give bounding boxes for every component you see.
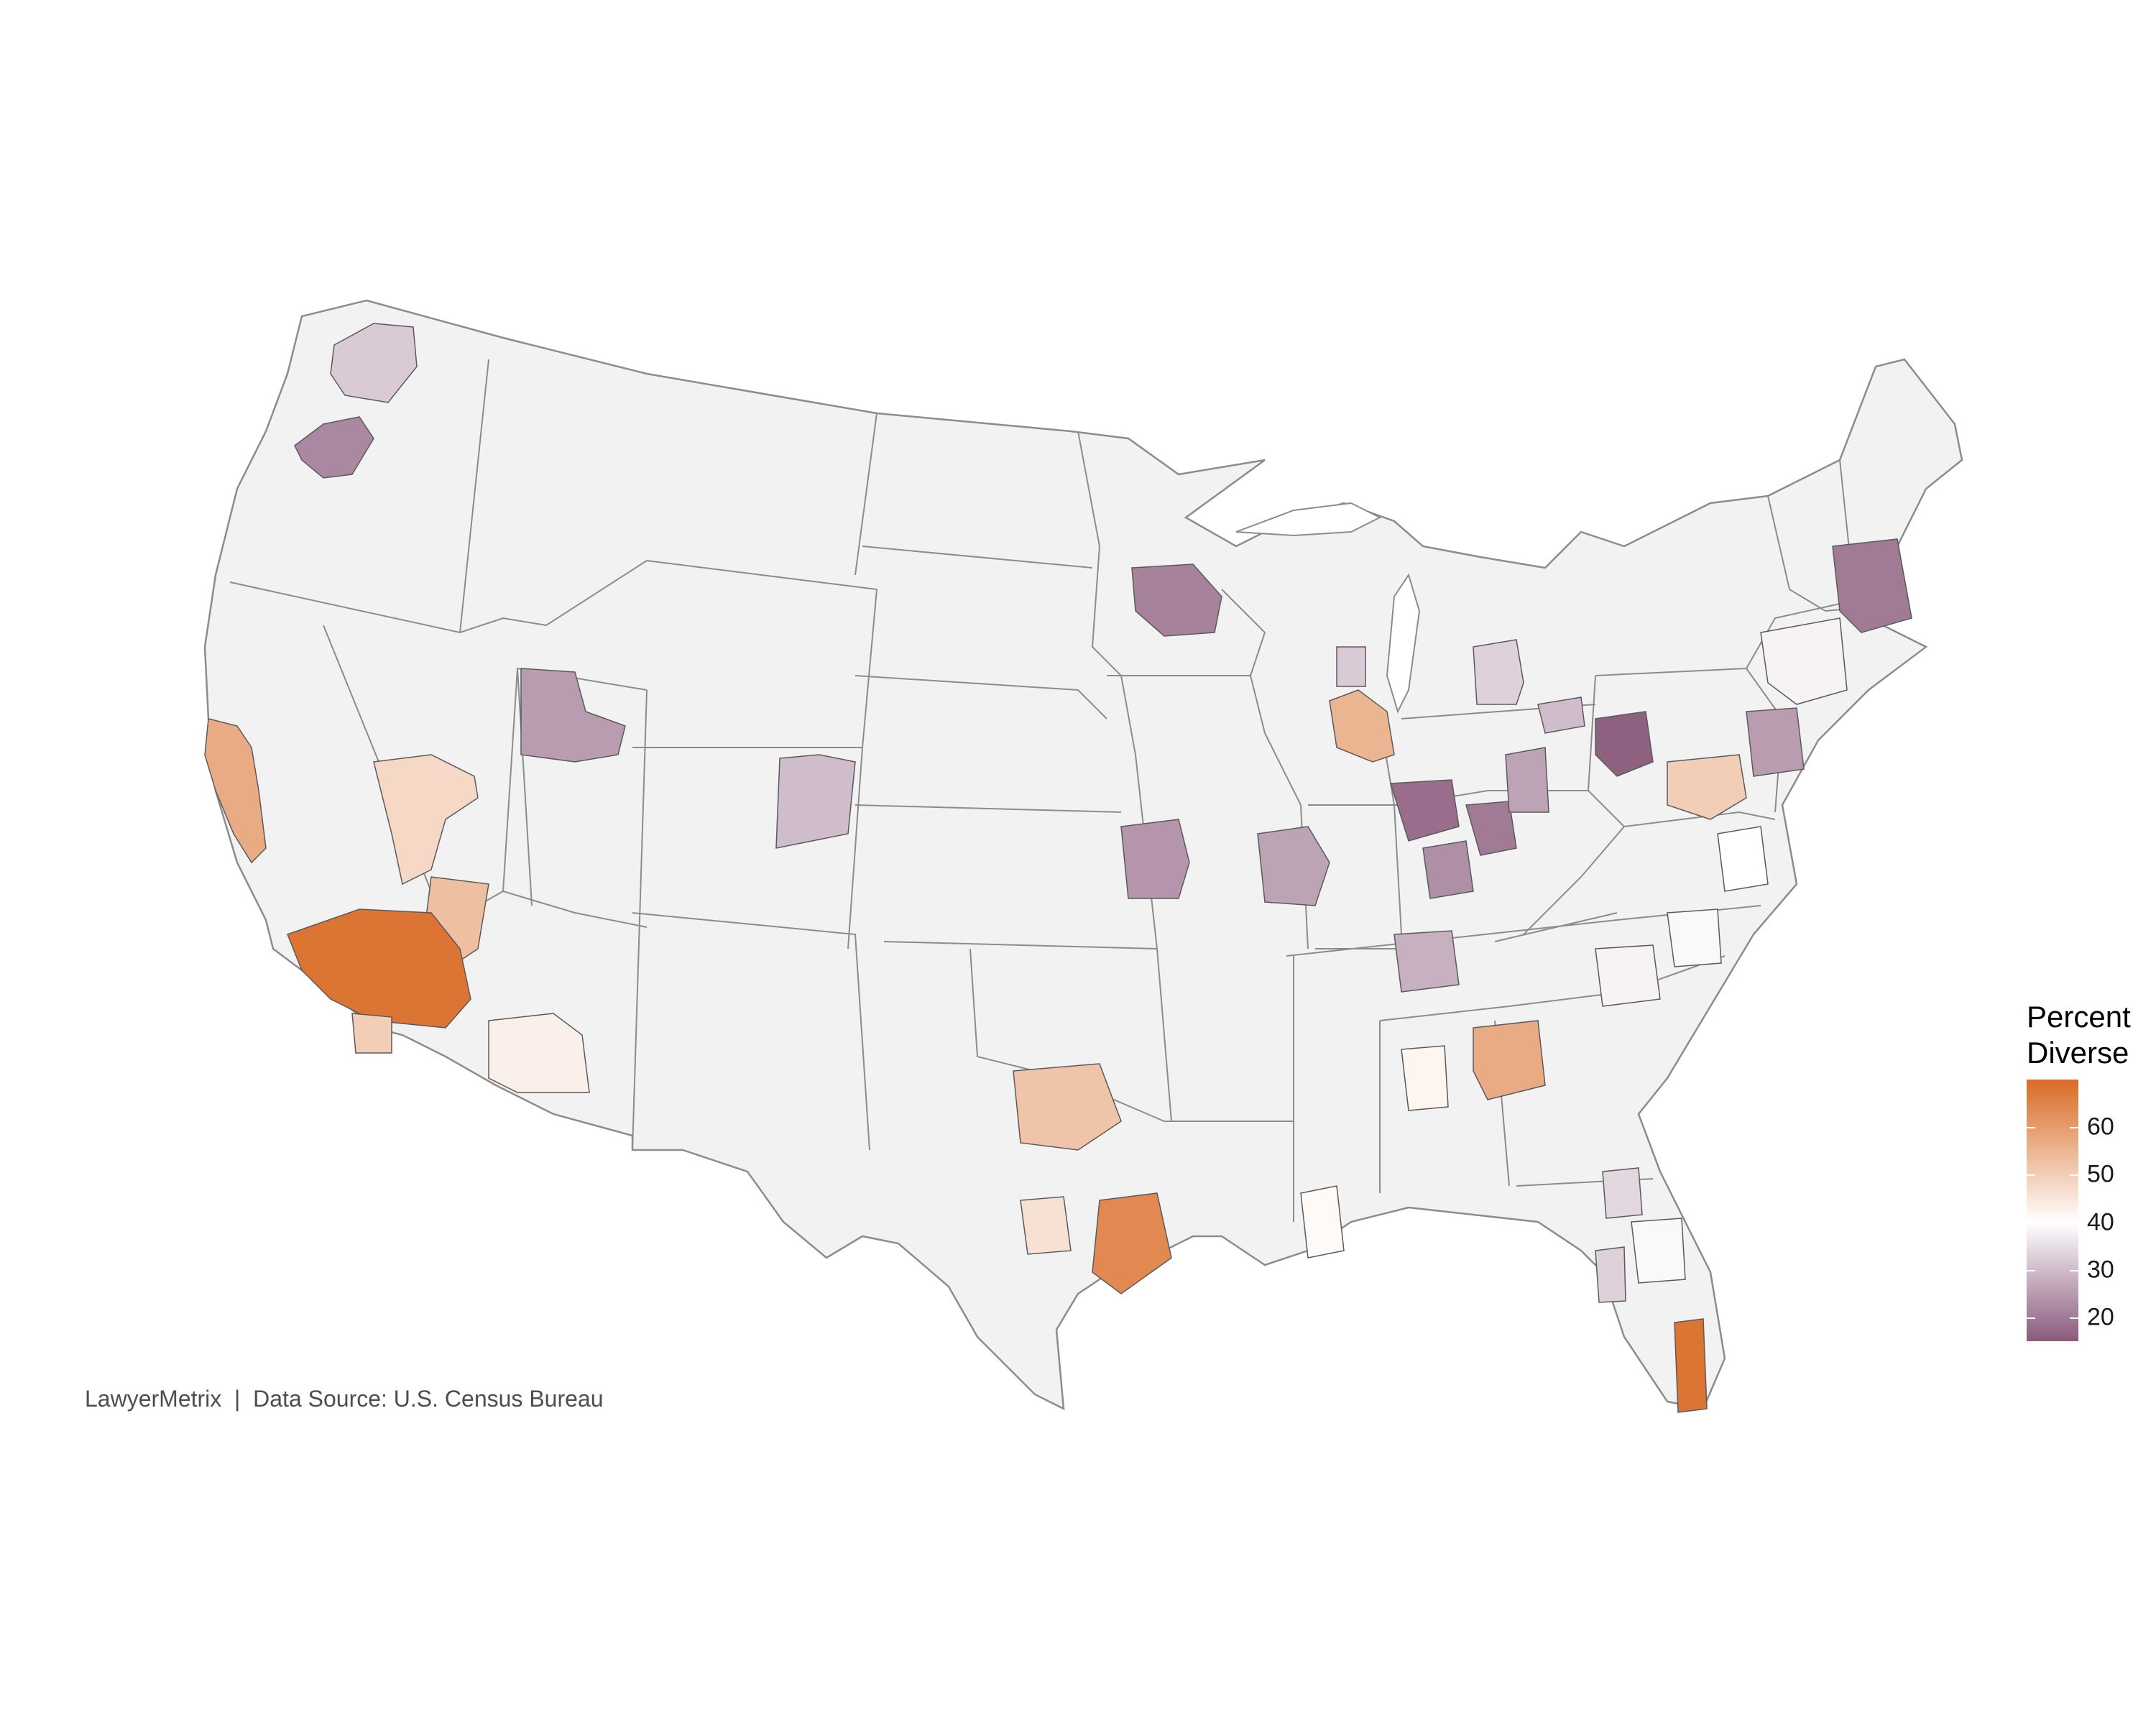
legend-tick-label: 50 [2087, 1160, 2114, 1188]
metro-region-denver [775, 754, 856, 849]
metro-region-miami [1674, 1318, 1708, 1413]
legend-tick-mark [2027, 1317, 2035, 1319]
metro-region-indianapolis [1389, 779, 1460, 842]
contiguous-us-outline [203, 299, 1963, 1411]
metro-region-chicago [1329, 689, 1395, 763]
metro-region-los-angeles [287, 908, 471, 1029]
legend-tick-mark [2070, 1269, 2078, 1271]
legend-title-line2: Diverse [2027, 1036, 2129, 1070]
metro-region-sacramento-reno-region [373, 754, 479, 886]
metro-region-detroit [1473, 639, 1524, 705]
metro-region-charlotte [1595, 944, 1661, 1007]
metro-region-nashville [1393, 930, 1460, 993]
metro-region-austin [1020, 1196, 1072, 1255]
metro-region-louisville [1422, 840, 1474, 899]
legend-tick-label: 60 [2087, 1113, 2114, 1141]
legend-tick-mark [2027, 1127, 2035, 1129]
land-layer [203, 299, 1963, 1411]
metro-region-phoenix [488, 1013, 590, 1093]
metro-regions [204, 323, 1912, 1413]
metro-region-new-orleans [1300, 1185, 1345, 1259]
metro-region-dallas [1013, 1063, 1122, 1151]
metro-region-boston [1832, 538, 1912, 633]
legend-tick-mark [2027, 1174, 2035, 1177]
metro-region-seattle [330, 323, 418, 403]
metro-region-birmingham [1401, 1045, 1449, 1111]
metro-region-cleveland [1537, 696, 1585, 734]
legend-tick-label: 40 [2087, 1208, 2114, 1236]
legend-tick-label: 30 [2087, 1256, 2114, 1284]
legend-tick-mark [2027, 1269, 2035, 1271]
metro-region-cincinnati [1465, 801, 1517, 856]
metro-region-houston [1092, 1192, 1172, 1294]
legend-title: Percent Diverse [2027, 999, 2149, 1071]
legend-tick-mark [2070, 1174, 2078, 1177]
metro-region-pittsburgh [1595, 711, 1654, 777]
legend-tick-mark [2027, 1222, 2035, 1224]
metro-region-orlando [1631, 1218, 1686, 1284]
metro-region-salt-lake-city [520, 668, 626, 763]
metro-region-jacksonville [1602, 1167, 1643, 1219]
legend-title-line1: Percent [2027, 1000, 2131, 1034]
legend-color-bar [2027, 1080, 2078, 1341]
legend: Percent Diverse 60 50 40 30 20 [2027, 999, 2149, 1341]
legend-tick-mark [2070, 1222, 2078, 1224]
legend-tick-label: 20 [2087, 1303, 2114, 1331]
metro-region-san-diego [351, 1013, 392, 1054]
metro-region-baltimore-washington [1667, 754, 1747, 820]
metro-region-richmond [1717, 826, 1769, 892]
great-lakes-michigan [1386, 573, 1421, 714]
metro-region-atlanta [1473, 1020, 1546, 1100]
metro-region-milwaukee [1336, 646, 1366, 687]
great-lakes-superior [1235, 502, 1382, 537]
metro-region-raleigh [1667, 908, 1722, 967]
metro-region-philadelphia [1746, 707, 1805, 777]
metro-region-st-louis [1257, 826, 1330, 906]
metro-region-new-york [1760, 617, 1848, 705]
metro-region-kansas-city [1120, 819, 1190, 899]
metro-region-portland [294, 416, 374, 479]
metro-region-tampa [1595, 1246, 1626, 1303]
metro-region-minneapolis [1131, 564, 1222, 637]
metro-region-san-francisco-bay-area [204, 718, 267, 864]
legend-tick-mark [2070, 1317, 2078, 1319]
legend-tick-mark [2070, 1127, 2078, 1129]
metro-region-columbus [1505, 747, 1549, 813]
caption: LawyerMetrix | Data Source: U.S. Census … [85, 1386, 604, 1412]
